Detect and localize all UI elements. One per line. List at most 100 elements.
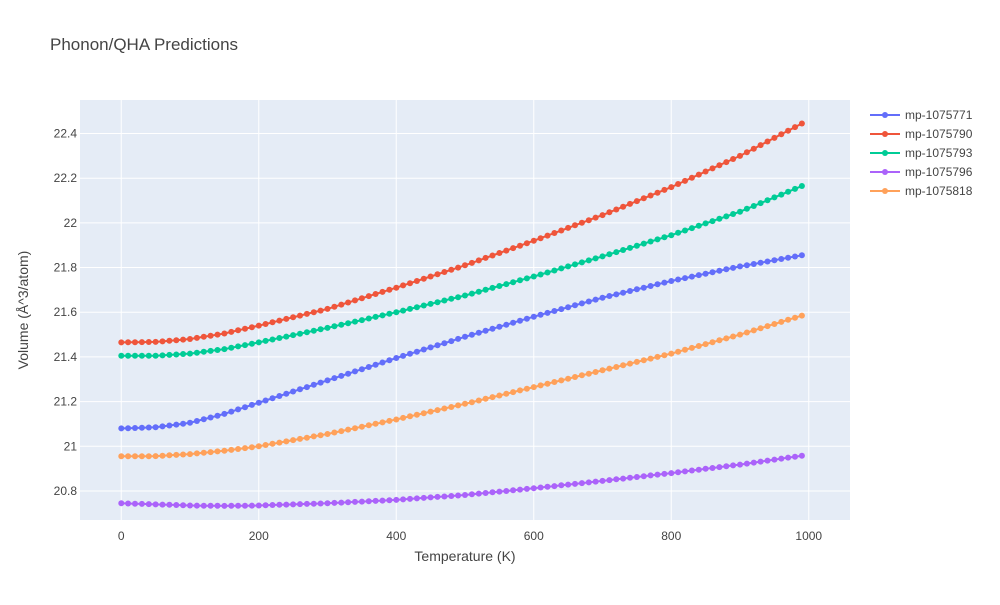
data-point — [778, 256, 785, 262]
data-point — [242, 342, 248, 349]
data-point — [709, 165, 716, 172]
data-point — [599, 367, 606, 374]
legend-item-mp-1075790[interactable]: mp-1075790 — [870, 127, 973, 141]
data-point — [345, 426, 352, 433]
data-point — [572, 222, 578, 229]
legend-item-mp-1075793[interactable]: mp-1075793 — [870, 146, 973, 160]
data-point — [138, 339, 145, 346]
data-point — [372, 361, 379, 368]
data-point — [214, 448, 221, 455]
data-point — [352, 368, 358, 375]
legend[interactable]: mp-1075771 mp-1075790 mp-1075793 mp-1075796… — [870, 108, 973, 198]
data-point — [723, 463, 730, 470]
data-point — [242, 445, 248, 452]
data-point — [517, 242, 523, 249]
data-point — [242, 325, 248, 332]
legend-item-mp-1075796[interactable]: mp-1075796 — [870, 165, 973, 179]
data-point — [303, 384, 310, 391]
data-point — [585, 257, 592, 264]
data-point — [785, 127, 792, 134]
legend-item-mp-1075818[interactable]: mp-1075818 — [870, 184, 973, 198]
data-point — [475, 288, 482, 295]
data-point — [558, 377, 565, 384]
data-point — [551, 267, 558, 274]
data-point — [633, 286, 640, 293]
data-point — [578, 259, 585, 266]
data-point — [248, 324, 255, 331]
data-point — [138, 453, 145, 460]
data-point — [482, 490, 489, 496]
data-point — [207, 332, 214, 339]
data-point — [441, 493, 448, 500]
data-point — [702, 220, 709, 227]
data-point — [592, 214, 599, 221]
data-point — [152, 338, 159, 345]
data-point — [620, 362, 627, 369]
data-point — [269, 319, 276, 326]
data-point — [358, 366, 365, 373]
y-tick-label: 21.6 — [54, 305, 78, 319]
data-point — [283, 333, 290, 340]
data-point — [283, 501, 290, 508]
data-point — [503, 247, 510, 254]
y-tick-label: 22.4 — [54, 127, 78, 141]
data-point — [737, 152, 743, 159]
data-point — [730, 333, 737, 340]
data-point — [427, 408, 434, 415]
data-point — [798, 452, 805, 459]
data-point — [462, 292, 468, 299]
data-point — [193, 450, 200, 457]
legend-label: mp-1075796 — [905, 165, 973, 179]
data-point — [255, 399, 262, 406]
data-point — [427, 300, 434, 307]
data-point — [338, 372, 345, 379]
data-point — [427, 494, 434, 501]
data-point — [475, 257, 482, 264]
data-point — [276, 335, 283, 341]
data-point — [688, 467, 695, 474]
data-point — [730, 264, 737, 271]
data-point — [269, 440, 276, 447]
data-point — [682, 468, 688, 475]
legend-marker — [882, 112, 888, 118]
data-point — [640, 357, 647, 364]
data-point — [386, 310, 393, 317]
data-point — [200, 502, 207, 509]
data-point — [743, 205, 750, 212]
data-point — [228, 502, 235, 509]
data-point — [262, 502, 269, 509]
data-point — [620, 289, 627, 296]
data-point — [620, 203, 627, 210]
data-point — [159, 352, 166, 359]
data-point — [778, 191, 785, 198]
data-point — [152, 352, 159, 359]
data-point — [585, 217, 592, 224]
data-point — [358, 423, 365, 430]
legend-item-mp-1075771[interactable]: mp-1075771 — [870, 108, 973, 122]
data-point — [290, 437, 297, 444]
data-point — [496, 392, 503, 399]
data-point — [743, 149, 750, 156]
data-point — [750, 327, 757, 334]
data-point — [441, 340, 448, 347]
data-point — [413, 278, 420, 284]
data-point — [420, 346, 427, 353]
data-point — [798, 312, 805, 319]
data-point — [145, 352, 152, 359]
data-point — [235, 327, 242, 334]
data-point — [489, 489, 496, 496]
data-point — [688, 273, 695, 280]
data-point — [448, 295, 455, 302]
data-point — [187, 350, 193, 357]
data-point — [743, 460, 750, 467]
data-point — [214, 331, 221, 338]
data-point — [138, 352, 145, 359]
y-axis-label: Volume (Å^3/atom) — [15, 251, 31, 370]
data-point — [468, 331, 475, 338]
data-point — [764, 323, 771, 330]
data-point — [379, 419, 386, 426]
data-point — [530, 485, 537, 492]
data-point — [572, 302, 578, 309]
data-point — [345, 299, 352, 306]
